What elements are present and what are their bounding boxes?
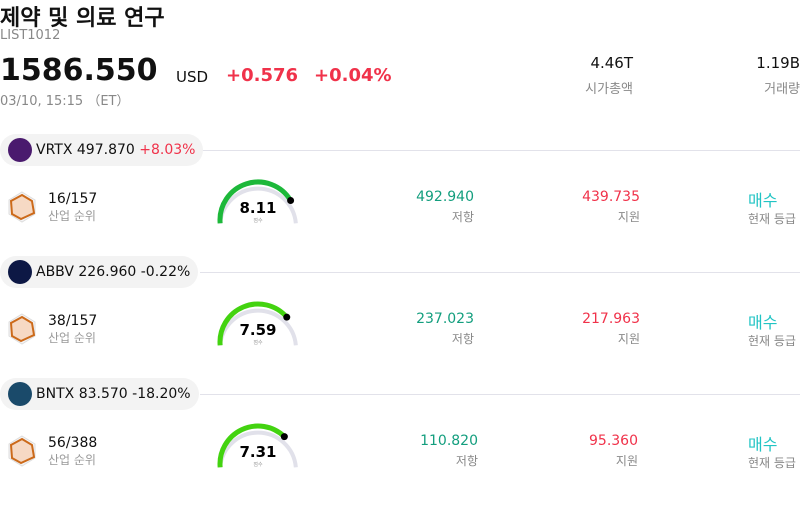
market-cap-label: 시가총액 [585, 82, 633, 97]
stock-change: +8.03% [139, 142, 196, 158]
timestamp: 03/10, 15:15 （ET） [0, 94, 130, 109]
volume-value: 1.19B [756, 54, 800, 72]
industry-rank-label: 산업 순위 [48, 331, 96, 345]
score-value: 7.59 [239, 321, 276, 339]
radar-chart-icon [8, 313, 36, 345]
divider [200, 394, 800, 395]
radar-chart-icon [8, 435, 36, 467]
industry-rank-label: 산업 순위 [48, 209, 96, 223]
gauge-track [218, 308, 298, 346]
page-title: 제약 및 의료 연구 [0, 6, 165, 31]
company-logo-icon [8, 260, 32, 284]
industry-rank: 56/388 [48, 435, 98, 451]
currency: USD [176, 68, 209, 86]
price-change: +0.576 [226, 65, 299, 86]
support-value: 95.360 [589, 433, 638, 449]
stock-price: 226.960 [78, 264, 137, 280]
company-logo-icon [8, 138, 32, 162]
divider [200, 272, 800, 273]
stock-chip[interactable]: ABBV 226.960 -0.22% [0, 256, 199, 288]
gauge-track [218, 186, 298, 224]
score-gauge: 8.11 점수 [217, 179, 298, 224]
gauge-fill [217, 179, 293, 224]
support-value: 217.963 [582, 311, 640, 327]
resistance-label: 저항 [455, 454, 478, 468]
stock-change: -0.22% [140, 264, 191, 280]
score-label: 점수 [253, 461, 263, 468]
rating-label: 현재 등급 [748, 334, 796, 348]
gauge-marker [283, 313, 291, 321]
volume-label: 거래량 [764, 82, 800, 97]
gauge-fill [217, 301, 289, 346]
stock-chip[interactable]: VRTX 497.870 +8.03% [0, 134, 204, 166]
industry-rank-label: 산업 순위 [48, 453, 96, 467]
rating-value[interactable]: 매수 [748, 191, 778, 210]
ticker: VRTX [36, 142, 73, 158]
rating-value[interactable]: 매수 [748, 313, 778, 332]
score-value: 7.31 [239, 443, 276, 461]
gauge-fill [217, 423, 287, 468]
support-label: 지원 [615, 454, 638, 468]
resistance-value: 237.023 [416, 311, 474, 327]
support-label: 지원 [617, 332, 640, 346]
score-label: 점수 [253, 217, 263, 224]
resistance-value: 110.820 [420, 433, 478, 449]
gauge-marker [280, 433, 288, 441]
stock-chip[interactable]: BNTX 83.570 -18.20% [0, 378, 199, 410]
support-label: 지원 [617, 210, 640, 224]
gauge-track [218, 430, 298, 468]
score-label: 점수 [253, 339, 263, 346]
stock-price: 83.570 [78, 386, 128, 402]
stock-section: VRTX 497.870 +8.03% 16/157 산업 순위 8.11 점수… [0, 134, 800, 264]
score-gauge: 7.31 점수 [217, 423, 298, 468]
score-gauge: 7.59 점수 [217, 301, 298, 346]
resistance-label: 저항 [451, 210, 474, 224]
resistance-value: 492.940 [416, 189, 474, 205]
rating-label: 현재 등급 [748, 212, 796, 226]
divider [200, 150, 800, 151]
stock-section: BNTX 83.570 -18.20% 56/388 산업 순위 7.31 점수… [0, 378, 800, 508]
price-change-pct: +0.04% [314, 65, 392, 86]
company-logo-icon [8, 382, 32, 406]
score-value: 8.11 [239, 199, 276, 217]
resistance-label: 저항 [451, 332, 474, 346]
stock-price: 497.870 [76, 142, 135, 158]
gauge-marker [287, 196, 295, 204]
market-cap-value: 4.46T [590, 54, 633, 72]
rating-label: 현재 등급 [748, 456, 796, 470]
stock-section: ABBV 226.960 -0.22% 38/157 산업 순위 7.59 점수… [0, 256, 800, 386]
ticker: ABBV [36, 264, 74, 280]
support-value: 439.735 [582, 189, 640, 205]
rating-value[interactable]: 매수 [748, 435, 778, 454]
industry-rank: 16/157 [48, 191, 98, 207]
ticker: BNTX [36, 386, 75, 402]
list-code: LIST1012 [0, 28, 61, 43]
index-price: 1586.550 [0, 53, 158, 88]
stock-change: -18.20% [132, 386, 191, 402]
radar-chart-icon [8, 191, 36, 223]
industry-rank: 38/157 [48, 313, 98, 329]
